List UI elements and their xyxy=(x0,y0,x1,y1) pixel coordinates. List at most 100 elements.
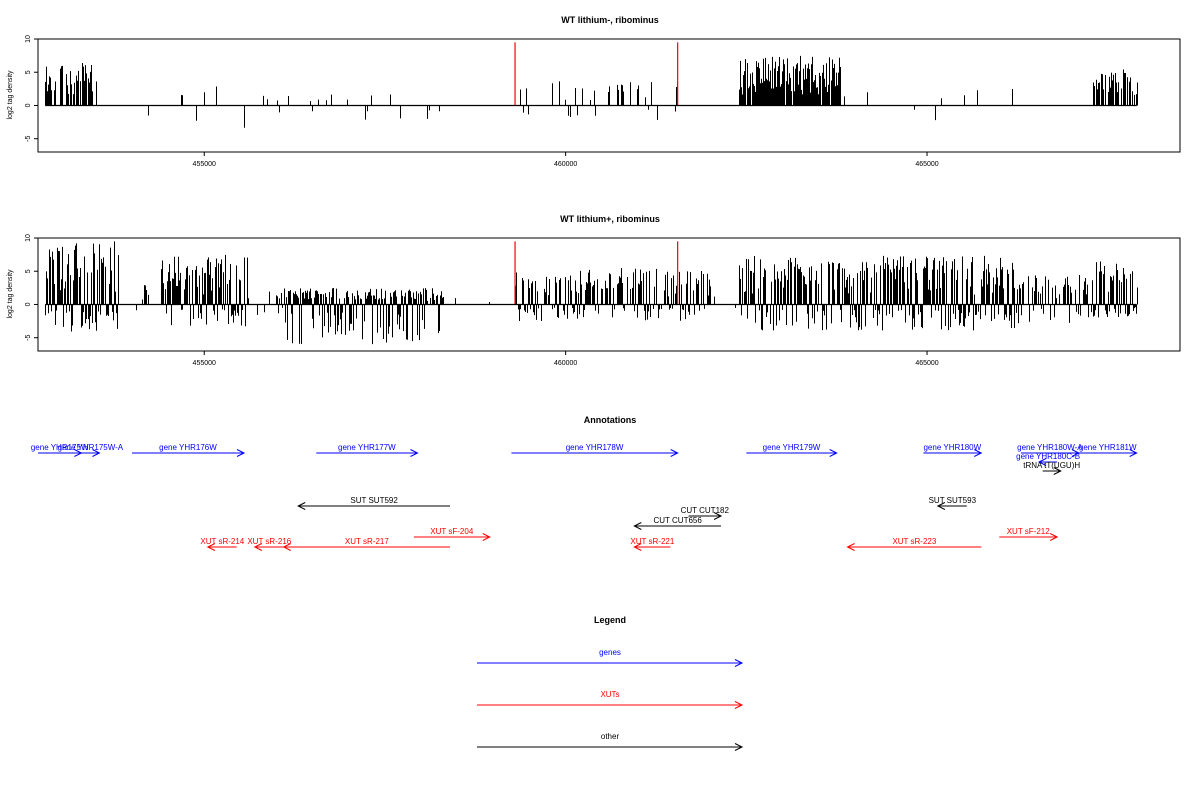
annotation-feature: XUT sR-214 xyxy=(200,537,245,551)
annotation-feature: gene YHR180W xyxy=(923,443,983,457)
feature-label: SUT SUT593 xyxy=(929,496,977,505)
feature-label: gene YHR179W xyxy=(763,443,821,452)
legend-arrow xyxy=(477,701,744,709)
feature-label: gene YHR175W xyxy=(31,443,89,452)
feature-arrow xyxy=(936,502,967,510)
y-tick-label: 0 xyxy=(25,103,32,107)
annotation-feature: SUT SUT592 xyxy=(297,496,450,510)
annotation-feature: XUT sR-217 xyxy=(282,537,450,551)
feature-arrow xyxy=(633,522,722,530)
feature-arrow xyxy=(1042,467,1062,475)
x-tick-label: 455000 xyxy=(193,360,216,367)
y-tick-label: 10 xyxy=(25,234,32,242)
feature-label: CUT CUT182 xyxy=(681,506,730,515)
y-tick-label: 5 xyxy=(25,269,32,273)
feature-arrow xyxy=(131,449,246,457)
feature-arrow xyxy=(297,502,450,510)
legend-label: other xyxy=(601,732,620,741)
x-tick-label: 465000 xyxy=(915,161,938,168)
panel-title: WT lithium+, ribominus xyxy=(560,214,660,224)
annotation-feature: XUT sR-221 xyxy=(630,537,675,551)
annotation-feature: XUT sF-204 xyxy=(413,527,491,541)
feature-label: XUT sR-223 xyxy=(892,537,936,546)
feature-arrow xyxy=(633,543,671,551)
annotation-feature: gene YHR176W xyxy=(131,443,246,457)
legend-item: genes xyxy=(477,648,744,667)
annotation-feature: gene YHR175W-A xyxy=(58,443,124,457)
x-tick-label: 465000 xyxy=(915,360,938,367)
feature-arrow xyxy=(923,449,983,457)
feature-arrow xyxy=(746,449,838,457)
feature-label: XUT sR-214 xyxy=(200,537,244,546)
feature-label: gene YHR180W xyxy=(923,443,981,452)
legend-title: Legend xyxy=(594,615,626,625)
feature-label: SUT SUT592 xyxy=(350,496,398,505)
annotation-feature: XUT sR-216 xyxy=(247,537,292,551)
legend-arrow xyxy=(477,659,744,667)
feature-label: gene YHR181W xyxy=(1079,443,1137,452)
feature-label: XUT sF-204 xyxy=(430,527,474,536)
legend-label: XUTs xyxy=(600,690,619,699)
annotation-feature: XUT sF-212 xyxy=(999,527,1059,541)
y-tick-label: 10 xyxy=(25,35,32,43)
y-tick-label: -5 xyxy=(25,135,32,141)
y-tick-label: -5 xyxy=(25,334,32,340)
feature-label: CUT CUT656 xyxy=(654,516,703,525)
legend-item: XUTs xyxy=(477,690,744,709)
feature-arrow xyxy=(206,543,237,551)
annotation-feature: tRNA tT(UGU)H xyxy=(1023,461,1080,475)
feature-arrow xyxy=(999,533,1059,541)
y-axis-label: log2 tag density xyxy=(7,269,14,319)
feature-arrow xyxy=(511,449,679,457)
feature-arrow xyxy=(1037,458,1058,466)
panel-title: WT lithium-, ribominus xyxy=(561,15,659,25)
x-tick-label: 460000 xyxy=(554,360,577,367)
density-bars xyxy=(45,241,1138,345)
feature-label: gene YHR175W-A xyxy=(58,443,124,452)
y-tick-label: 0 xyxy=(25,302,32,306)
track-panel-lithium-minus: WT lithium-, ribominus log2 tag density … xyxy=(7,15,1181,168)
legend-panel: Legend genes XUTs other xyxy=(477,615,744,751)
annotation-feature: gene YHR180C-B xyxy=(1016,452,1080,466)
feature-label: XUT sF-212 xyxy=(1007,527,1051,536)
legend-item: other xyxy=(477,732,744,751)
annotation-feature: gene YHR177W xyxy=(316,443,419,457)
feature-label: gene YHR178W xyxy=(566,443,624,452)
annotations-title: Annotations xyxy=(584,415,637,425)
feature-arrow xyxy=(316,449,419,457)
feature-arrow xyxy=(253,543,284,551)
feature-label: gene YHR180C-B xyxy=(1016,452,1080,461)
feature-label: gene YHR176W xyxy=(159,443,217,452)
y-tick-label: 5 xyxy=(25,70,32,74)
legend-arrow xyxy=(477,743,744,751)
feature-arrow xyxy=(846,543,982,551)
feature-label: XUT sR-217 xyxy=(345,537,389,546)
feature-arrow xyxy=(1078,449,1138,457)
feature-label: gene YHR180W-A xyxy=(1017,443,1083,452)
annotation-feature: XUT sR-223 xyxy=(846,537,982,551)
plot-frame xyxy=(37,38,1181,153)
annotation-feature: gene YHR179W xyxy=(746,443,838,457)
annotation-feature: SUT SUT593 xyxy=(929,496,977,510)
axes: -5 0 5 10 455000 460000 465000 xyxy=(25,234,1137,367)
feature-label: tRNA tT(UGU)H xyxy=(1023,461,1080,470)
track-panel-lithium-plus: WT lithium+, ribominus log2 tag density … xyxy=(7,214,1181,367)
feature-arrow xyxy=(413,533,491,541)
plot-frame xyxy=(37,237,1181,352)
annotation-feature: CUT CUT182 xyxy=(681,506,730,520)
annotation-feature: gene YHR181W xyxy=(1078,443,1138,457)
feature-arrow xyxy=(81,449,101,457)
annotation-feature: CUT CUT656 xyxy=(633,516,722,530)
feature-arrow xyxy=(282,543,450,551)
feature-label: gene YHR177W xyxy=(338,443,396,452)
density-bars xyxy=(45,42,1138,128)
feature-arrow xyxy=(688,512,723,520)
y-axis-label: log2 tag density xyxy=(7,70,14,120)
feature-label: XUT sR-221 xyxy=(630,537,674,546)
x-tick-label: 460000 xyxy=(554,161,577,168)
annotation-feature: gene YHR178W xyxy=(511,443,679,457)
legend-label: genes xyxy=(599,648,621,657)
feature-label: XUT sR-216 xyxy=(247,537,291,546)
